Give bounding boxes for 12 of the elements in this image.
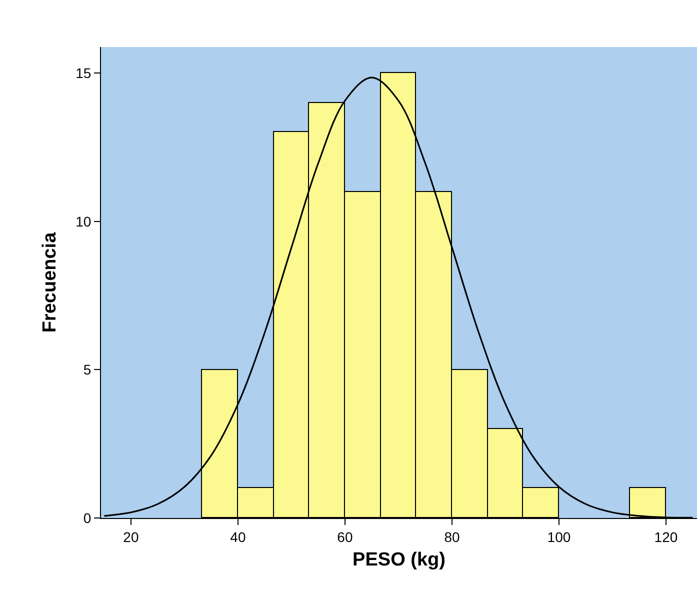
y-axis-title: Frecuencia (39, 232, 60, 333)
y-tick-label: 0 (83, 510, 92, 526)
x-tick-label: 100 (547, 528, 571, 545)
x-tick-label: 120 (654, 528, 678, 545)
x-tick-label: 20 (123, 528, 139, 545)
y-tick-label: 5 (83, 362, 92, 378)
y-tick-label: 15 (76, 65, 92, 81)
x-tick-label: 60 (337, 528, 353, 545)
x-tick-label: 80 (444, 528, 460, 545)
x-axis-title: PESO (kg) (352, 550, 446, 571)
x-tick-label: 40 (230, 528, 246, 545)
y-tick-label: 10 (76, 213, 92, 230)
